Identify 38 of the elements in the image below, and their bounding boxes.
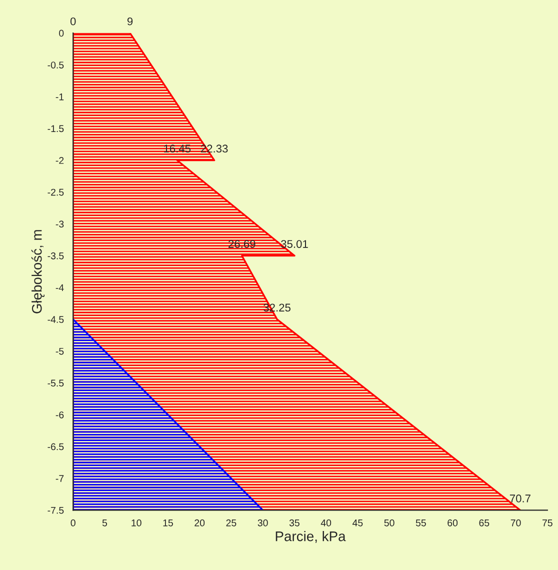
x-tick-label: 65 xyxy=(479,519,490,526)
x-tick-label: 10 xyxy=(132,519,142,526)
y-tick-label: -5.5 xyxy=(48,380,64,387)
x-tick-label: 40 xyxy=(320,519,332,526)
x-tick-label: 35 xyxy=(289,519,300,526)
y-tick-label: -6.5 xyxy=(48,443,64,450)
y-tick-label: -0.5 xyxy=(48,62,64,68)
y-tick-label: -2 xyxy=(56,157,64,164)
annotation: 35.01 xyxy=(281,240,308,248)
y-tick-label: -5 xyxy=(56,348,64,355)
x-tick-label: 5 xyxy=(102,520,108,526)
x-tick-label: 50 xyxy=(384,519,394,526)
y-tick-label: -1.5 xyxy=(48,125,64,132)
y-tick-label: -7 xyxy=(56,475,64,482)
x-tick-label: 0 xyxy=(70,519,76,526)
x-tick-label: 20 xyxy=(194,519,205,526)
y-tick-label: -1 xyxy=(56,94,64,100)
y-tick-label: -2.5 xyxy=(48,188,64,196)
annotation: 70.7 xyxy=(510,494,530,502)
y-tick-label: -6 xyxy=(56,411,64,418)
y-tick-label: 0 xyxy=(59,30,64,37)
x-tick-label: 25 xyxy=(226,519,236,526)
x-tick-label: 30 xyxy=(258,519,268,526)
x-tick-label: 45 xyxy=(352,520,363,526)
y-tick-label: -7.5 xyxy=(48,506,64,514)
annotation: 0 xyxy=(70,17,76,26)
x-tick-label: 55 xyxy=(416,520,426,526)
x-tick-label: 70 xyxy=(510,519,521,526)
x-tick-label: 15 xyxy=(163,520,173,526)
y-tick-label: -3 xyxy=(56,220,64,228)
x-tick-label: 60 xyxy=(448,519,458,526)
y-tick-label: -4 xyxy=(56,284,64,292)
y-tick-label: -4.5 xyxy=(48,316,64,323)
y-tick-label: -3.5 xyxy=(48,252,64,260)
x-axis-title: Parcie, kPa xyxy=(276,531,346,543)
annotation: 9 xyxy=(127,17,133,26)
x-tick-label: 75 xyxy=(542,520,552,526)
y-axis-title: Głębokość, m xyxy=(31,230,45,314)
